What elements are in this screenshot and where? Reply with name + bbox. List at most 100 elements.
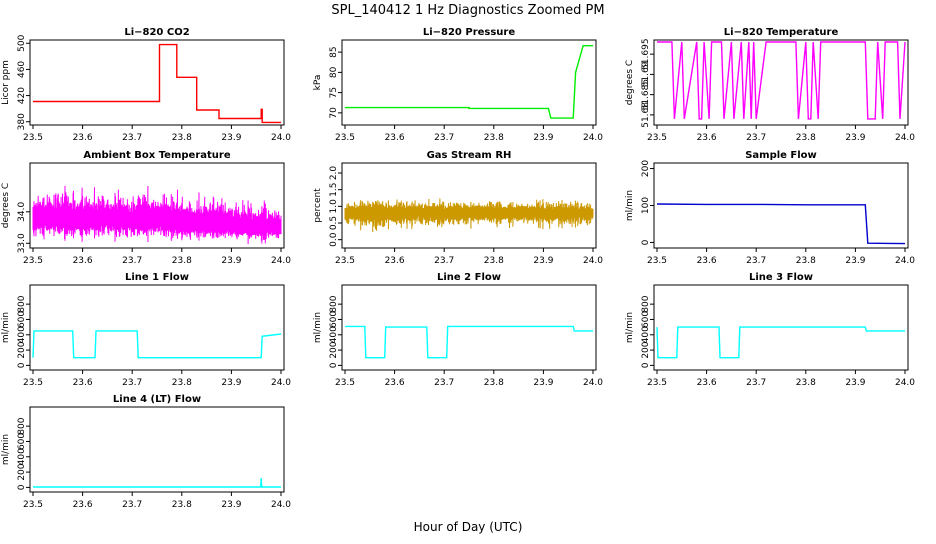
x-tick-label: 23.5 <box>647 378 667 388</box>
panel-title: Li−820 CO2 <box>124 27 189 38</box>
x-tick-label: 24.0 <box>895 133 915 143</box>
x-tick-label: 23.8 <box>172 133 192 143</box>
x-tick-label: 23.5 <box>335 256 355 266</box>
panel-10: Line 4 (LT) Flow 23.5 23.6 23.7 23.8 23.9 24.0… <box>1 394 291 510</box>
plot-frame <box>341 284 597 371</box>
plot-frame <box>341 162 597 249</box>
y-tick-label: 400 <box>17 326 27 343</box>
y-tick-label: 400 <box>641 326 651 343</box>
y-tick-label: 0 <box>17 362 27 368</box>
y-tick-label: 200 <box>17 463 27 480</box>
panel-title: Li−820 Temperature <box>724 27 839 38</box>
x-tick-label: 23.5 <box>23 133 43 143</box>
y-tick-label: 33.0 <box>17 233 27 253</box>
x-tick-label: 23.6 <box>73 256 93 266</box>
x-tick-label: 23.8 <box>484 378 504 388</box>
x-tick-label: 23.5 <box>23 500 43 510</box>
x-tick-label: 23.6 <box>385 378 405 388</box>
x-tick-label: 24.0 <box>271 500 291 510</box>
panel-8: Line 2 Flow 23.5 23.6 23.7 23.8 23.9 24.0 0 2004… <box>313 272 603 388</box>
panel-title: Gas Stream RH <box>427 150 512 161</box>
x-tick-label: 23.7 <box>434 378 454 388</box>
y-tick-label: 200 <box>641 341 651 358</box>
panel-title: Sample Flow <box>745 150 817 161</box>
y-tick-label: 100 <box>641 197 651 214</box>
series-line <box>344 198 594 233</box>
x-tick-label: 23.8 <box>796 378 816 388</box>
x-tick-label: 23.8 <box>172 500 192 510</box>
x-tick-label: 23.9 <box>533 133 553 143</box>
x-tick-label: 24.0 <box>583 133 603 143</box>
x-tick-label: 23.6 <box>697 378 717 388</box>
y-tick-label: 70 <box>329 107 339 119</box>
panel-title: Line 3 Flow <box>749 272 813 283</box>
plot-frame <box>653 39 909 126</box>
panel-3: Li−820 Temperature 23.5 23.6 23.7 23.8 23.9 24… <box>625 27 915 143</box>
panel-9: Line 3 Flow 23.5 23.6 23.7 23.8 23.9 24.0 0 2004… <box>625 272 915 388</box>
y-axis-label: degrees C <box>625 60 635 105</box>
y-tick-label: 51.685 <box>641 79 651 111</box>
x-tick-label: 24.0 <box>271 133 291 143</box>
x-axis-label: Hour of Day (UTC) <box>414 520 523 534</box>
main-title: SPL_140412 1 Hz Diagnostics Zoomed PM <box>331 3 604 18</box>
panel-4: Ambient Box Temperature 23.5 23.6 23.7 23.8 2… <box>1 150 291 266</box>
y-axis-label: kPa <box>313 75 323 91</box>
y-tick-label: 0 <box>329 362 339 368</box>
plot-frame <box>29 39 285 126</box>
panel-2: Li−820 Pressure 23.5 23.6 23.7 23.8 23.9 24.0 7… <box>313 27 603 143</box>
y-axis-label: degrees C <box>1 183 11 228</box>
panel-title: Line 4 (LT) Flow <box>113 394 201 405</box>
x-tick-label: 23.9 <box>845 378 865 388</box>
x-tick-label: 23.8 <box>796 256 816 266</box>
x-tick-label: 23.9 <box>221 500 241 510</box>
x-tick-label: 23.7 <box>746 378 766 388</box>
x-tick-label: 23.9 <box>533 378 553 388</box>
y-tick-label: 85 <box>329 46 339 57</box>
y-axis-label: ml/min <box>625 312 635 343</box>
panel-title: Line 1 Flow <box>125 272 189 283</box>
x-tick-label: 23.7 <box>122 500 142 510</box>
panel-1: Li−820 CO2 23.5 23.6 23.7 23.8 23.9 24.0 380 420… <box>1 27 291 143</box>
y-tick-label: 51.695 <box>641 38 651 70</box>
x-tick-label: 23.8 <box>172 256 192 266</box>
x-tick-label: 23.8 <box>172 378 192 388</box>
y-tick-label: 800 <box>17 417 27 434</box>
y-tick-label: 460 <box>17 61 27 78</box>
y-tick-label: 200 <box>329 341 339 358</box>
x-tick-label: 23.9 <box>221 256 241 266</box>
x-tick-label: 23.6 <box>385 256 405 266</box>
x-tick-label: 23.5 <box>647 133 667 143</box>
y-tick-label: 0 <box>17 484 27 490</box>
y-axis-label: percent <box>313 188 323 223</box>
x-tick-label: 23.7 <box>434 133 454 143</box>
x-tick-label: 23.8 <box>484 133 504 143</box>
y-axis-label: ml/min <box>625 190 635 221</box>
y-tick-label: 600 <box>17 433 27 450</box>
plot-frame <box>29 162 285 249</box>
y-tick-label: 1.0 <box>329 199 339 214</box>
panel-title: Line 2 Flow <box>437 272 501 283</box>
x-tick-label: 23.8 <box>796 133 816 143</box>
x-tick-label: 23.5 <box>335 378 355 388</box>
y-tick-label: 800 <box>17 295 27 312</box>
x-tick-label: 24.0 <box>271 378 291 388</box>
series-line <box>345 325 593 359</box>
y-axis-label: ml/min <box>1 312 11 343</box>
y-tick-label: 0.5 <box>329 216 339 230</box>
x-tick-label: 24.0 <box>895 378 915 388</box>
y-tick-label: 51.68 <box>641 102 651 128</box>
plot-frame <box>29 406 285 493</box>
x-tick-label: 23.7 <box>746 256 766 266</box>
x-tick-label: 23.9 <box>221 133 241 143</box>
panel-5: Gas Stream RH 23.5 23.6 23.7 23.8 23.9 24.0 0.0… <box>313 150 603 266</box>
series-line <box>345 45 593 119</box>
y-tick-label: 1.5 <box>329 183 339 197</box>
x-tick-label: 23.9 <box>845 133 865 143</box>
y-tick-label: 400 <box>17 448 27 465</box>
y-tick-label: 800 <box>329 295 339 312</box>
y-tick-label: 0 <box>641 239 651 245</box>
plot-frame <box>29 284 285 371</box>
x-tick-label: 24.0 <box>271 256 291 266</box>
y-axis-label: ml/min <box>1 434 11 465</box>
y-tick-label: 80 <box>329 66 339 78</box>
